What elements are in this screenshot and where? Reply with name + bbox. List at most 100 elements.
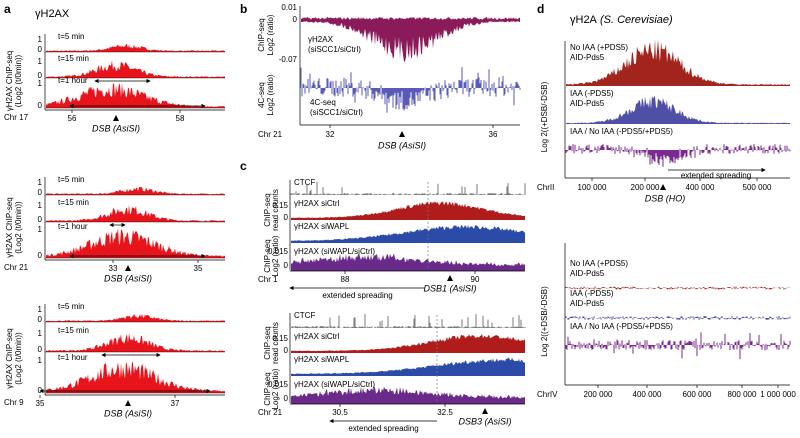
y-axis-label: γH2AX ChIP-seq <box>5 51 14 111</box>
y-tick-label: 0 <box>284 261 289 270</box>
spreading-label: extended spreading <box>348 424 418 433</box>
signal-track <box>291 386 525 401</box>
x-tick-label: 1 000 000 <box>760 390 796 399</box>
x-tick-label: 36 <box>489 130 498 139</box>
panel-label: c <box>240 159 247 173</box>
y-tick-label: 0.015 <box>268 247 289 256</box>
signal-track <box>46 82 225 108</box>
track-label: t=15 min <box>58 54 89 63</box>
site-label: DSB (HO) <box>645 193 686 203</box>
signal-track <box>565 144 791 167</box>
track-label: t=1 hour <box>58 353 88 362</box>
y-tick-label: -0.07 <box>279 55 298 64</box>
y-axis-label: ChIP-seq <box>263 193 272 226</box>
dsb-marker <box>125 400 131 406</box>
track-label: t=5 min <box>58 175 84 184</box>
panel-label: d <box>537 2 544 16</box>
track-label: No IAA (+PDS5) <box>570 259 628 268</box>
y-tick-label: 1 <box>38 356 43 365</box>
site-label: DSB3 (AsiSI) <box>458 416 511 426</box>
y-axis-label: ChIP-seq <box>263 326 272 359</box>
y-tick-label: 0 <box>38 215 43 224</box>
track-label: γH2AX siCtrl <box>294 332 340 341</box>
x-tick-label: 800 000 <box>728 390 757 399</box>
y-tick-label: 1 <box>38 201 43 210</box>
spreading-label: extended spreading <box>322 291 392 300</box>
dsb-marker <box>482 408 488 414</box>
y-tick-label: 0 <box>38 188 43 197</box>
site-label: DSB1 (AsiSI) <box>423 283 476 293</box>
signal-track <box>46 60 225 78</box>
signal-track <box>301 17 520 20</box>
signal-track <box>291 224 525 243</box>
panel-title: γH2A (S. Cerevisiae) <box>570 14 673 26</box>
signal-track <box>566 95 790 124</box>
x-tick-label: 400 000 <box>686 183 715 192</box>
dsb-marker <box>660 184 666 190</box>
x-tick-label: 88 <box>341 275 350 284</box>
signal-track <box>301 20 520 62</box>
track-label: IAA (-PDS5) <box>570 89 614 98</box>
x-tick-label: 200 000 <box>584 390 613 399</box>
track-label: AID-Pds5 <box>570 99 605 108</box>
species: (S. Cerevisiae) <box>597 14 673 26</box>
y-axis-label: Log 2((+DSB/-DSB) <box>540 81 549 152</box>
signal-track <box>46 204 225 222</box>
y-tick-label: 0.015 <box>268 380 289 389</box>
signal-track <box>565 316 791 320</box>
track-label: 4C-seq <box>310 98 336 107</box>
y-axis-label: Log2 (ratio) <box>266 74 275 115</box>
y-tick-label: 1 <box>38 79 43 88</box>
track-label: γH2AX (siWAPL/siCtrl) <box>294 247 375 256</box>
signal-track <box>291 401 525 404</box>
track-label: CTCF <box>294 311 315 320</box>
track-label: γH2AX siCtrl <box>294 199 340 208</box>
track-label: γH2AX (siWAPL/siCtrl) <box>294 380 375 389</box>
signal-track <box>290 182 526 195</box>
signal-track <box>46 313 225 322</box>
y-axis-label: (Log2 (t/0min)) <box>14 54 23 107</box>
track-label: CTCF <box>294 178 315 187</box>
signal-track <box>300 67 521 113</box>
track-label: AID-Pds5 <box>570 53 605 62</box>
track-label: t=5 min <box>58 302 84 311</box>
x-tick-label: 33 <box>109 264 118 273</box>
panel-title: γH2AX <box>35 8 70 20</box>
site-label: DSB (AsiSI) <box>104 273 152 283</box>
chromosome-label: Chr 21 <box>4 263 29 272</box>
y-tick-label: 0 <box>293 15 298 24</box>
track-label: t=5 min <box>58 32 84 41</box>
x-tick-label: 200 000 <box>631 183 660 192</box>
panel-label: a <box>4 2 11 16</box>
signal-track <box>291 268 525 271</box>
signal-track <box>46 44 225 52</box>
y-tick-label: 0 <box>38 251 43 260</box>
signal-track <box>566 38 790 86</box>
track-label: γH2AX siWAPL <box>294 355 350 364</box>
chromosome-label: Chr 17 <box>4 113 29 122</box>
track-label: t=1 hour <box>58 222 88 231</box>
x-tick-label: 56 <box>68 114 77 123</box>
y-tick-label: 0 <box>38 345 43 354</box>
signal-track <box>46 333 225 352</box>
y-tick-label: 1 <box>38 305 43 314</box>
signal-track <box>291 252 525 268</box>
signal-track <box>46 228 225 258</box>
x-tick-label: 30.5 <box>332 408 348 417</box>
y-axis-label: Log2 (ratio) <box>266 14 275 55</box>
y-axis-label: Log 2((+DSB/-DSB) <box>540 286 549 357</box>
signal-track <box>46 361 225 393</box>
y-axis-label: read counts <box>271 322 280 364</box>
dsb-marker <box>399 131 405 137</box>
chromosome-label: Chr 9 <box>4 398 24 407</box>
track-label: AID-Pds5 <box>570 269 605 278</box>
track-label: AID-Pds5 <box>570 299 605 308</box>
chromosome-label: Chr 1 <box>258 275 278 284</box>
y-tick-label: 0 <box>284 213 289 222</box>
spreading-label: extended spreading <box>681 171 751 180</box>
y-tick-label: 0.01 <box>281 3 297 12</box>
dsb-marker <box>447 275 453 281</box>
y-axis-label: ChIP-seq <box>263 372 272 405</box>
x-tick-label: 32 <box>326 130 335 139</box>
y-tick-label: 1 <box>38 178 43 187</box>
